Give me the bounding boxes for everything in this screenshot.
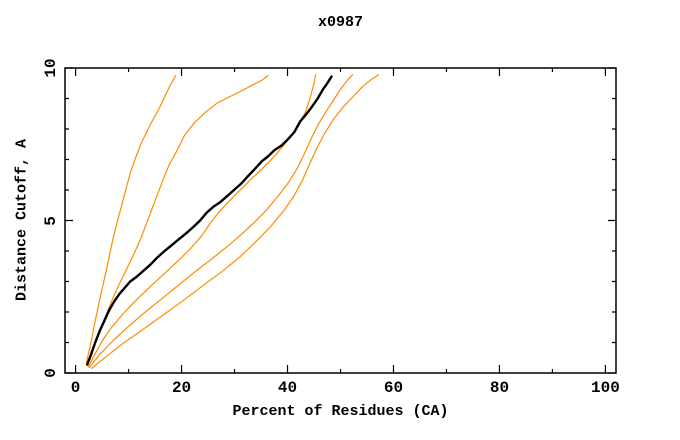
series-orange-curve-4 xyxy=(88,74,354,369)
chart-title: x0987 xyxy=(317,14,363,31)
series-black-reference-curve xyxy=(86,75,333,366)
x-tick-label-0: 0 xyxy=(70,379,81,397)
axis-ticks xyxy=(65,67,616,374)
series-orange-curve-3 xyxy=(87,74,317,368)
x-tick-label-100: 100 xyxy=(590,379,620,397)
y-tick-label-0: 0 xyxy=(42,368,60,378)
series-orange-curve-2 xyxy=(86,74,269,366)
series-orange-curve-5 xyxy=(90,74,380,369)
x-axis-title: Percent of Residues (CA) xyxy=(232,403,449,420)
series-orange-curve-1 xyxy=(85,74,177,365)
y-tick-label-5: 5 xyxy=(42,215,60,226)
y-axis-title-text: Distance Cutoff, A xyxy=(13,138,31,302)
x-tick-label-20: 20 xyxy=(171,379,192,397)
y-tick-label-10: 10 xyxy=(42,58,60,78)
x-tick-label-40: 40 xyxy=(277,379,298,397)
x-tick-label-60: 60 xyxy=(383,379,404,397)
x-tick-label-80: 80 xyxy=(489,379,510,397)
